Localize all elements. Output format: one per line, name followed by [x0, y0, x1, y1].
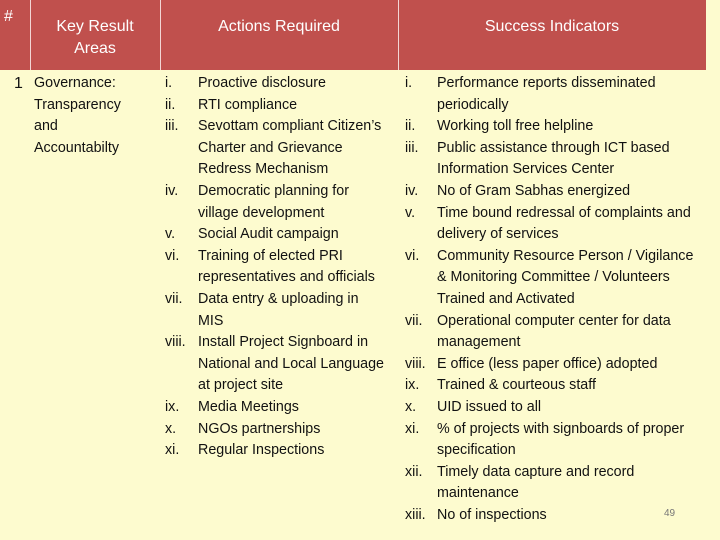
item-number: ii. [165, 96, 176, 113]
list-item: v. Social Audit campaign [165, 224, 387, 246]
list-item: xii. Timely data capture and record maint… [405, 462, 701, 505]
item-text: Sevottam compliant Citizen’s Charter and… [198, 118, 382, 178]
list-item: v. Time bound redressal of complaints and… [405, 203, 701, 246]
list-item: xi. Regular Inspections [165, 440, 387, 462]
header-number: # [0, 0, 30, 70]
header-separator [398, 0, 399, 70]
item-text: Community Resource Person / Vigilance & … [437, 247, 694, 307]
item-number: x. [405, 398, 417, 415]
item-text: % of projects with signboards of proper … [437, 420, 685, 459]
item-number: vii. [165, 290, 183, 307]
item-text: Performance reports disseminated periodi… [437, 75, 656, 113]
item-number: vi. [165, 247, 180, 264]
item-text: No of inspections [437, 506, 547, 523]
list-item: vii. Data entry & uploading in MIS [165, 289, 387, 332]
list-item: viii. E office (less paper office) adopte… [405, 354, 701, 376]
item-text: No of Gram Sabhas energized [437, 182, 631, 199]
list-item: xi. % of projects with signboards of prop… [405, 419, 701, 462]
list-item: vi. Community Resource Person / Vigilance… [405, 246, 701, 311]
item-number: ii. [405, 118, 416, 135]
header-area: Key Result Areas [30, 0, 160, 70]
list-item: iii. Public assistance through ICT based … [405, 138, 701, 181]
list-item: iv. Democratic planning for village devel… [165, 181, 387, 224]
item-number: xi. [165, 442, 180, 459]
list-item: x. UID issued to all [405, 397, 701, 419]
item-text: Training of elected PRI representatives … [198, 247, 375, 286]
item-number: vi. [405, 247, 420, 264]
item-text: RTI compliance [198, 96, 298, 113]
item-text: Proactive disclosure [198, 75, 326, 91]
header-indicators: Success Indicators [398, 0, 706, 70]
item-text: NGOs partnerships [198, 420, 321, 437]
item-number: viii. [165, 334, 186, 351]
list-item: ix. Trained & courteous staff [405, 375, 701, 397]
header-separator [160, 0, 161, 70]
item-number: iii. [405, 139, 419, 156]
item-number: v. [405, 204, 416, 221]
list-item: iv. No of Gram Sabhas energized [405, 181, 701, 203]
header-actions: Actions Required [160, 0, 398, 70]
area: Governance: Transparency and Accountabil… [34, 75, 121, 156]
page-number: 49 [664, 508, 676, 519]
item-number: ix. [405, 377, 420, 394]
item-text: Social Audit campaign [198, 226, 339, 243]
item-text: Data entry & uploading in MIS [198, 290, 359, 329]
list-item: viii. Install Project Signboard in Nation… [165, 332, 387, 397]
list-item: ii. Working toll free helpline [405, 116, 701, 138]
list-item: vi. Training of elected PRI representativ… [165, 246, 387, 289]
list-item: i. Performance reports disseminated perio… [405, 73, 701, 116]
item-number: x. [165, 420, 177, 437]
item-text: Media Meetings [198, 398, 299, 415]
list-item: xiii. No of inspections [405, 505, 701, 527]
list-item: ix. Media Meetings [165, 397, 387, 419]
list-item: i. Proactive disclosure [165, 73, 387, 95]
row-number: 1 [14, 75, 23, 92]
item-number: xi. [405, 420, 420, 437]
list-item: ii. RTI compliance [165, 95, 387, 117]
item-number: viii. [405, 355, 426, 372]
list-item: iii. Sevottam compliant Citizen’s Charter… [165, 116, 387, 181]
item-text: Trained & courteous staff [437, 377, 596, 394]
item-text: UID issued to all [437, 398, 542, 415]
item-number: vii. [405, 312, 423, 329]
item-number: ix. [165, 398, 180, 415]
item-number: iv. [165, 182, 179, 199]
actions-list: i. Proactive disclosure ii. RTI compliance i… [165, 73, 387, 462]
item-text: Public assistance through ICT based Info… [437, 139, 670, 178]
list-item: x. NGOs partnerships [165, 419, 387, 441]
item-text: Install Project Signboard in National an… [198, 334, 385, 394]
item-text: E office (less paper office) adopted [437, 355, 658, 372]
item-text: Timely data capture and record maintenan… [437, 463, 635, 502]
item-number: iii. [165, 118, 179, 135]
item-text: Time bound redressal of complaints and d… [437, 204, 691, 243]
header-separator [30, 0, 31, 70]
item-text: Regular Inspections [198, 442, 325, 459]
header-text: Key Result Areas [56, 18, 134, 57]
item-text: Operational computer center for data man… [437, 312, 671, 351]
list-item: vii. Operational computer center for data… [405, 311, 701, 354]
item-number: v. [165, 226, 176, 243]
item-text: Democratic planning for village developm… [198, 182, 349, 221]
item-number: xiii. [405, 506, 426, 523]
item-number: i. [165, 75, 173, 91]
item-number: xii. [405, 463, 423, 480]
item-number: i. [405, 75, 413, 91]
item-text: Working toll free helpline [437, 118, 594, 135]
item-number: iv. [405, 182, 419, 199]
indicators-list: i. Performance reports disseminated perio… [405, 73, 701, 526]
